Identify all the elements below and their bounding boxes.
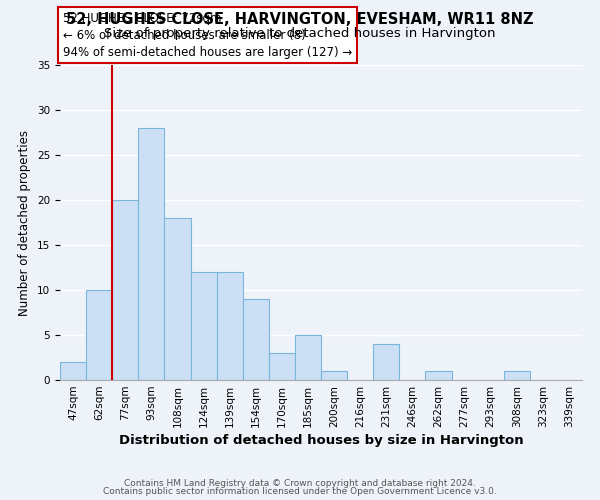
- Bar: [295, 335, 321, 380]
- Bar: [242, 299, 269, 380]
- Bar: [373, 344, 400, 380]
- Bar: [217, 272, 243, 380]
- Bar: [86, 290, 112, 380]
- Text: 52, HUGHES CLOSE, HARVINGTON, EVESHAM, WR11 8NZ: 52, HUGHES CLOSE, HARVINGTON, EVESHAM, W…: [66, 12, 534, 28]
- Bar: [425, 371, 452, 380]
- Bar: [164, 218, 191, 380]
- Text: Contains HM Land Registry data © Crown copyright and database right 2024.: Contains HM Land Registry data © Crown c…: [124, 478, 476, 488]
- Text: 52 HUGHES CLOSE: 72sqm
← 6% of detached houses are smaller (8)
94% of semi-detac: 52 HUGHES CLOSE: 72sqm ← 6% of detached …: [62, 12, 352, 58]
- Bar: [504, 371, 530, 380]
- Bar: [139, 128, 164, 380]
- Text: Contains public sector information licensed under the Open Government Licence v3: Contains public sector information licen…: [103, 487, 497, 496]
- Bar: [269, 353, 295, 380]
- Bar: [321, 371, 347, 380]
- Bar: [191, 272, 217, 380]
- Y-axis label: Number of detached properties: Number of detached properties: [19, 130, 31, 316]
- X-axis label: Distribution of detached houses by size in Harvington: Distribution of detached houses by size …: [119, 434, 523, 447]
- Bar: [60, 362, 86, 380]
- Text: Size of property relative to detached houses in Harvington: Size of property relative to detached ho…: [104, 28, 496, 40]
- Bar: [112, 200, 139, 380]
